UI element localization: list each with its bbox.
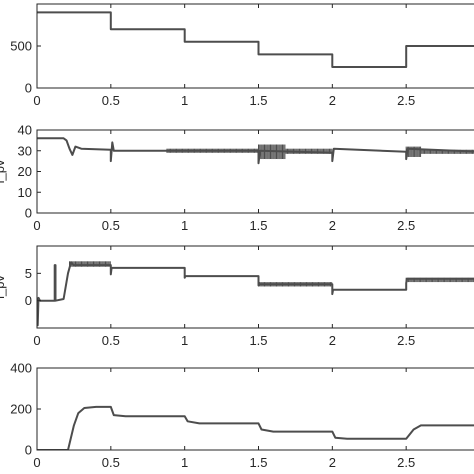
y-tick-label: 0 [25,81,32,96]
x-tick-label: 0 [33,455,40,470]
y-tick-label: 10 [18,185,32,200]
x-tick-label: 2.5 [397,455,415,470]
y-tick-label: 400 [10,361,32,376]
subplot-2: 0 0.5 1 1.5 2 2.5 0 10 20 30 40 i_pv [0,123,474,233]
x-tick-label: 0 [33,93,40,108]
series-line [37,11,474,68]
x-tick-label: 0.5 [102,333,120,348]
y-tick-label: 40 [18,123,32,138]
x-tick-label: 1.5 [249,455,267,470]
subplot-1: 0 0.5 1 1.5 2 2.5 0 500 [10,3,474,108]
series-line [37,137,474,165]
y-tick-label: 200 [10,402,32,417]
y-tick-label: 30 [18,143,32,158]
x-tick-label: 0.5 [102,218,120,233]
subplot-3: 0 0.5 1 1.5 2 2.5 0 5 i_pv [0,245,474,348]
y-axis-label: i_pv [0,159,7,183]
x-tick-label: 1 [181,93,188,108]
series-line [37,261,474,327]
x-tick-label: 1.5 [249,218,267,233]
y-tick-label: 500 [10,39,32,54]
y-axis-label: i_pv [0,275,7,299]
axes-frame [36,245,474,329]
x-tick-label: 0 [33,218,40,233]
x-tick-label: 0.5 [102,455,120,470]
oscillation-group [68,261,474,287]
x-tick-label: 1 [181,455,188,470]
subplot-4: 0 0.5 1 1.5 2 2.5 0 200 400 [10,361,474,470]
y-tick-label: 5 [25,266,32,281]
x-tick-label: 2 [329,333,336,348]
x-tick-label: 1 [181,218,188,233]
x-tick-label: 2 [329,455,336,470]
y-tick-label: 20 [18,164,32,179]
series-line [37,405,474,450]
x-tick-label: 2.5 [397,93,415,108]
x-tick-label: 1 [181,333,188,348]
x-tick-label: 2.5 [397,218,415,233]
x-tick-label: 2 [329,93,336,108]
axes-frame [36,367,474,451]
axes-frame [36,129,474,214]
x-tick-label: 2.5 [397,333,415,348]
y-tick-label: 0 [25,443,32,458]
x-tick-label: 1.5 [249,93,267,108]
y-tick-label: 0 [25,293,32,308]
x-tick-label: 1.5 [249,333,267,348]
x-tick-label: 2 [329,218,336,233]
x-tick-label: 0.5 [102,93,120,108]
x-tick-label: 0 [33,333,40,348]
y-tick-label: 0 [25,206,32,221]
